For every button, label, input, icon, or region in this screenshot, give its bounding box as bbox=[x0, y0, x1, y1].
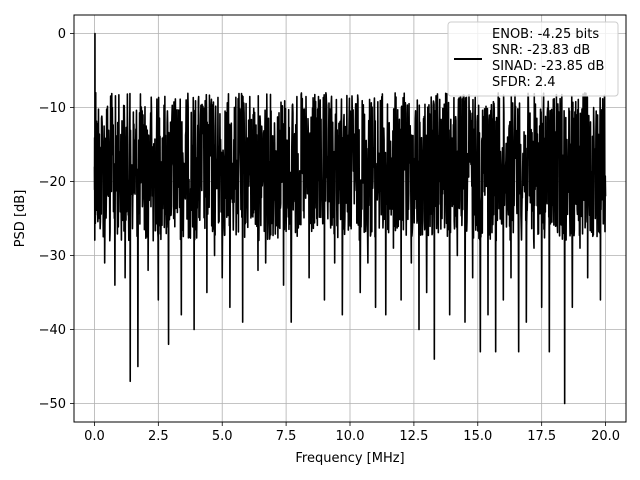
psd-series-line bbox=[93, 32, 607, 405]
x-tick-label: 17.5 bbox=[527, 429, 556, 444]
x-tick-label: 15.0 bbox=[463, 429, 492, 444]
x-tick-label: 7.5 bbox=[276, 429, 297, 444]
y-tick-label: 0 bbox=[58, 27, 66, 42]
y-axis-label: PSD [dB] bbox=[13, 190, 28, 248]
x-tick-label: 10.0 bbox=[336, 429, 365, 444]
x-tick-label: 5.0 bbox=[212, 429, 233, 444]
x-axis-label: Frequency [MHz] bbox=[295, 451, 404, 466]
legend-box bbox=[447, 21, 619, 97]
y-tick-label: −10 bbox=[39, 101, 66, 116]
y-tick-label: −20 bbox=[39, 175, 66, 190]
y-tick-label: −30 bbox=[39, 249, 66, 264]
x-tick-label: 2.5 bbox=[148, 429, 169, 444]
x-tick-label: 12.5 bbox=[399, 429, 428, 444]
legend-entry-snr: SNR: -23.83 dB bbox=[492, 43, 590, 58]
axis-ticks: 0.0 2.5 5.0 7.5 10.0 12.5 15.0 17.5 20.0 0 −10 −20 −… bbox=[39, 27, 620, 444]
y-tick-label: −40 bbox=[39, 323, 66, 338]
legend-entry-enob: ENOB: -4.25 bits bbox=[492, 27, 599, 42]
x-tick-label: 0.0 bbox=[84, 429, 105, 444]
x-tick-label: 20.0 bbox=[591, 429, 620, 444]
plot-area bbox=[93, 32, 607, 405]
legend: ENOB: -4.25 bits SNR: -23.83 dB SINAD: -… bbox=[447, 21, 619, 97]
legend-entry-sfdr: SFDR: 2.4 bbox=[492, 75, 556, 90]
legend-entry-sinad: SINAD: -23.85 dB bbox=[492, 59, 604, 74]
y-tick-label: −50 bbox=[39, 397, 66, 412]
